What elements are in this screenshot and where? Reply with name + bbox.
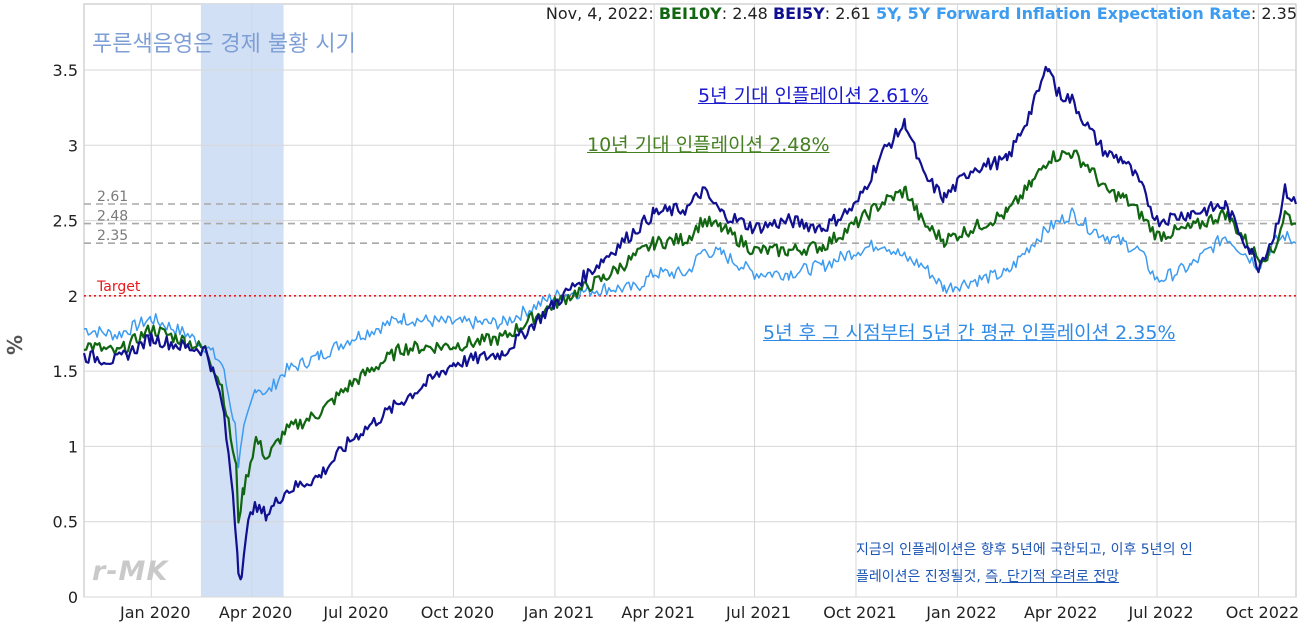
- header-forward-name: 5Y, 5Y Forward Inflation Expectation Rat…: [875, 4, 1251, 23]
- y-tick-label: 2: [68, 287, 78, 306]
- series-lines: [82, 65, 1298, 581]
- reference-line-label: 2.61: [97, 189, 128, 205]
- x-tick-label: Apr 2020: [219, 603, 292, 622]
- plot-area: [83, 3, 1297, 598]
- x-tick-label: Jan 2020: [119, 603, 190, 622]
- x-tick-label: Jul 2021: [725, 603, 791, 622]
- summary-note-line2-b: 즉, 단기적 우려로 전망: [985, 569, 1120, 585]
- y-tick-label: 0: [68, 588, 78, 607]
- series-line-bei5y: [82, 65, 1298, 581]
- axes: 0 0.5 1 1.5 2 2.5 3 3.5 Jan 2020 Apr 2020 Jul 2020…: [3, 61, 1299, 622]
- reference-line-label: 2.48: [97, 209, 128, 225]
- x-tick-label: Jul 2020: [322, 603, 388, 622]
- y-tick-label: 1.5: [53, 362, 78, 381]
- gridlines: [84, 4, 1296, 598]
- x-tick-label: Apr 2021: [621, 603, 694, 622]
- header-bei10y-value: : 2.48: [721, 4, 768, 23]
- summary-note-line2-a: 플레이션은 진정될것,: [856, 569, 986, 585]
- reference-line-label: 2.35: [97, 228, 128, 244]
- x-tick-label: Oct 2021: [823, 603, 896, 622]
- x-tick-label: Oct 2022: [1226, 603, 1299, 622]
- x-tick-label: Apr 2022: [1024, 603, 1097, 622]
- summary-note-line1: 지금의 인플레이션은 향후 5년에 국한되고, 이후 5년의 인: [856, 542, 1193, 558]
- recession-note: 푸른색음영은 경제 불황 시기: [92, 32, 356, 57]
- annotation-bei10y: 10년 기대 인플레이션 2.48%: [587, 134, 830, 156]
- watermark-logo: r-MK: [92, 556, 169, 587]
- y-tick-label: 0.5: [53, 513, 78, 532]
- series-line-bei10y: [83, 149, 1297, 524]
- annotation-forward: 5년 후 그 시점부터 5년 간 평균 인플레이션 2.35%: [763, 322, 1176, 344]
- x-tick-label: Oct 2020: [421, 603, 494, 622]
- header-forward-value: : 2.35: [1250, 4, 1297, 23]
- chart-header: Nov, 4, 2022: BEI10Y: 2.48 BEI5Y: 2.61 5…: [0, 4, 1297, 23]
- header-bei5y-name: BEI5Y: [772, 4, 825, 23]
- series-line-forward: [83, 207, 1297, 469]
- y-axis-label: %: [3, 335, 27, 355]
- summary-note-line2: 플레이션은 진정될것, 즉, 단기적 우려로 전망: [856, 564, 1276, 591]
- annotation-bei5y: 5년 기대 인플레이션 2.61%: [698, 85, 929, 107]
- header-date: Nov, 4, 2022:: [545, 4, 654, 23]
- x-tick-label: Jul 2022: [1127, 603, 1193, 622]
- y-tick-label: 1: [68, 437, 78, 456]
- y-tick-label: 2.5: [53, 212, 78, 231]
- x-tick-label: Jan 2022: [925, 603, 996, 622]
- target-label: Target: [96, 279, 141, 295]
- header-bei10y-name: BEI10Y: [658, 4, 722, 23]
- summary-note: 지금의 인플레이션은 향후 5년에 국한되고, 이후 5년의 인 플레이션은 진…: [856, 537, 1276, 591]
- header-bei5y-value: : 2.61: [824, 4, 871, 23]
- y-tick-label: 3.5: [53, 61, 78, 80]
- x-tick-label: Jan 2021: [523, 603, 594, 622]
- y-tick-label: 3: [68, 136, 78, 155]
